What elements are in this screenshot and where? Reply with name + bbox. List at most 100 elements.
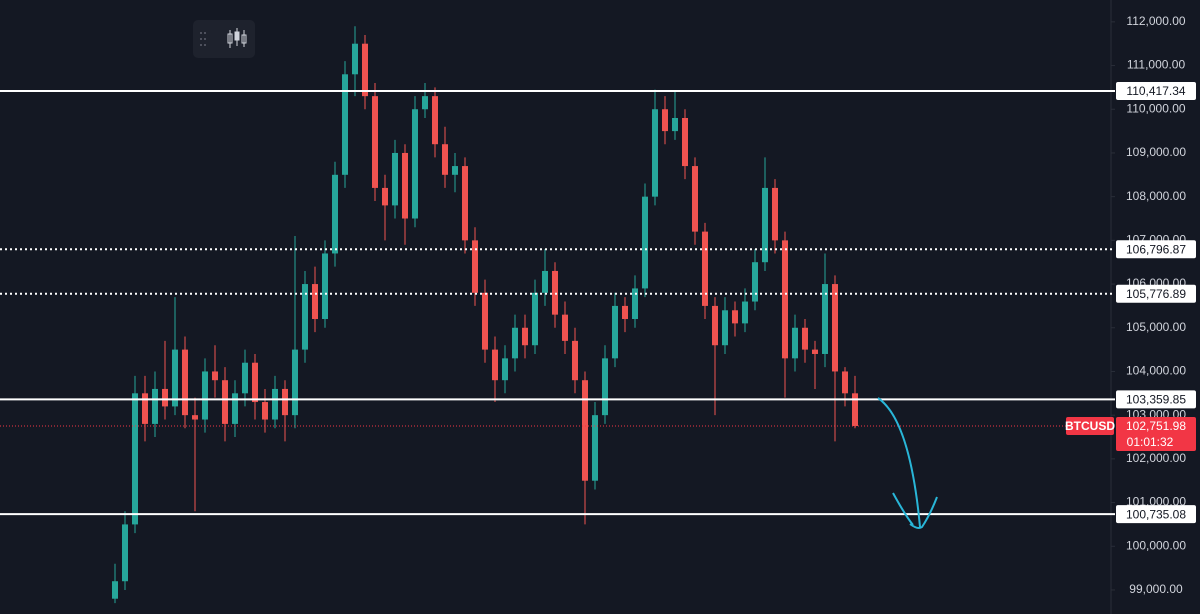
y-tick-label: 111,000.00 — [1127, 58, 1186, 72]
level-label-bg — [1116, 240, 1196, 259]
candle-body — [272, 388, 278, 420]
candle-body — [512, 327, 518, 359]
candle-body — [522, 327, 528, 346]
candle-body — [162, 388, 168, 407]
candle-body — [612, 305, 618, 359]
candle-body — [152, 388, 158, 424]
candle-body — [372, 96, 378, 188]
y-tick-label: 105,000.00 — [1126, 320, 1186, 334]
candle-body — [192, 415, 198, 420]
candle-body — [732, 310, 738, 324]
current-price-label: 102,751.98 — [1126, 419, 1186, 433]
candle-body — [142, 393, 148, 424]
candle-body — [402, 152, 408, 219]
level-label: 100,735.08 — [1126, 507, 1186, 521]
candle-body — [442, 144, 448, 175]
candle-body — [672, 117, 678, 132]
candle-body — [492, 349, 498, 381]
candle-body — [552, 270, 558, 315]
candle-body — [112, 581, 118, 599]
candle-body — [132, 393, 138, 525]
candle-body — [702, 231, 708, 306]
candle-body — [432, 96, 438, 145]
candle-body — [752, 262, 758, 302]
candle-body — [172, 349, 178, 407]
candle-body — [362, 43, 368, 97]
candle-body — [712, 305, 718, 346]
candle-body — [762, 187, 768, 263]
candle-body — [122, 524, 128, 582]
candle-body — [202, 371, 208, 420]
level-label: 105,776.89 — [1126, 287, 1186, 301]
candle-body — [742, 301, 748, 324]
current-price-bg — [1116, 416, 1196, 451]
candle-body — [792, 327, 798, 359]
y-tick-label: 99,000.00 — [1129, 582, 1183, 596]
y-tick-label: 108,000.00 — [1126, 189, 1186, 203]
candle-body — [232, 393, 238, 424]
candle-body — [252, 362, 258, 403]
candle-body — [452, 166, 458, 175]
drag-handle — [200, 32, 206, 46]
level-label-bg — [1116, 82, 1196, 101]
candle-body — [722, 310, 728, 346]
candle-body — [602, 358, 608, 416]
candle-body — [642, 196, 648, 289]
candle-body — [832, 284, 838, 372]
candle-body — [212, 371, 218, 381]
candle-body — [592, 415, 598, 481]
candle-body — [532, 292, 538, 346]
candle-body — [292, 349, 298, 416]
level-label: 110,417.34 — [1126, 84, 1185, 98]
candle-body — [412, 109, 418, 219]
candle-body — [382, 187, 388, 206]
symbol-tag-bg — [1066, 416, 1114, 435]
y-tick-label: 100,000.00 — [1126, 538, 1186, 552]
projection-arrow — [877, 397, 938, 529]
candle-body — [422, 96, 428, 110]
candle-body — [562, 314, 568, 341]
y-tick-label: 110,000.00 — [1126, 101, 1185, 115]
toolbar[interactable] — [193, 20, 255, 58]
candle-body — [502, 358, 508, 381]
level-label: 106,796.87 — [1126, 242, 1186, 256]
y-tick-label: 102,000.00 — [1126, 451, 1186, 465]
candle-body — [852, 393, 858, 426]
candle-body — [392, 152, 398, 206]
candle-body — [482, 292, 488, 350]
candles-icon[interactable] — [227, 28, 247, 48]
candle-body — [842, 371, 848, 394]
candle-body — [632, 288, 638, 320]
symbol-tag: BTCUSD — [1065, 419, 1115, 433]
level-label-bg — [1116, 284, 1196, 303]
candle-body — [262, 402, 268, 420]
candle-body — [682, 117, 688, 167]
candle-body — [332, 174, 338, 254]
toolbar-bg[interactable] — [193, 20, 255, 58]
candle-body — [572, 340, 578, 381]
y-tick-label: 109,000.00 — [1126, 145, 1186, 159]
level-label-bg — [1116, 390, 1196, 409]
candle-body — [652, 109, 658, 197]
candle-body — [352, 43, 358, 75]
candle-body — [312, 284, 318, 320]
candle-body — [622, 305, 628, 320]
candle-body — [302, 284, 308, 350]
candle-body — [802, 327, 808, 350]
candle-body — [662, 109, 668, 132]
candle-body — [322, 253, 328, 320]
candle-body — [812, 349, 818, 354]
candle-body — [242, 362, 248, 394]
candle-body — [582, 380, 588, 481]
candle-body — [822, 284, 828, 354]
candle-body — [772, 187, 778, 241]
candle-body — [282, 388, 288, 416]
candle-body — [542, 270, 548, 293]
candle-body — [222, 380, 228, 424]
level-label: 103,359.85 — [1126, 393, 1186, 407]
level-label-bg — [1116, 505, 1196, 524]
candle-body — [782, 240, 788, 359]
candle-body — [342, 74, 348, 175]
